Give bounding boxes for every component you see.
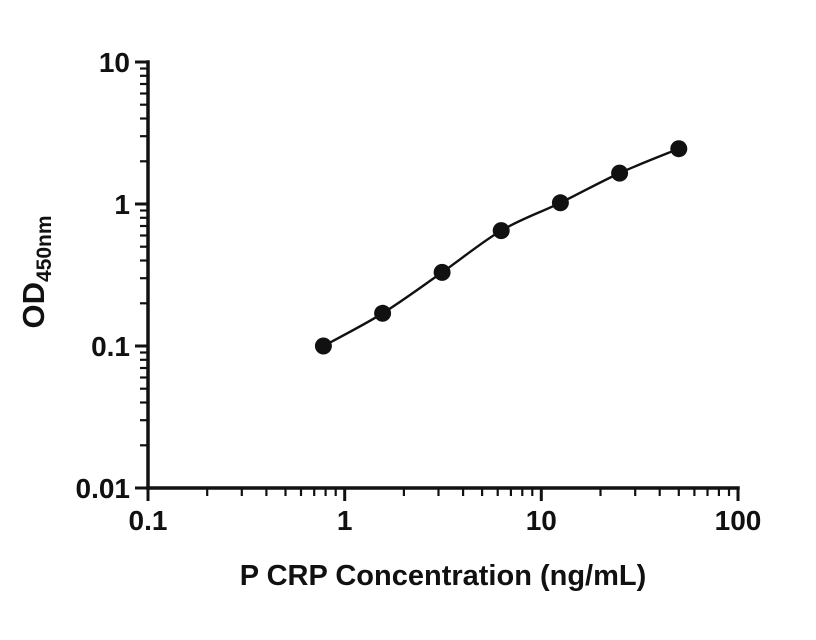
y-tick-label: 0.01 [76, 473, 131, 504]
x-tick-label: 100 [715, 505, 762, 536]
x-tick-label: 0.1 [129, 505, 168, 536]
y-axis-title-main: OD [16, 282, 51, 329]
x-tick-label: 1 [337, 505, 353, 536]
y-tick-label: 0.1 [91, 331, 130, 362]
x-tick-label: 10 [526, 505, 557, 536]
data-point-marker [374, 304, 392, 322]
y-tick-label: 1 [114, 189, 130, 220]
y-tick-label: 10 [99, 47, 130, 78]
x-axis-title: P CRP Concentration (ng/mL) [239, 560, 647, 592]
data-point-marker [611, 164, 629, 182]
y-axis-title: OD450nm [16, 162, 60, 382]
data-point-marker [433, 263, 451, 281]
data-point-marker [492, 222, 510, 240]
y-axis-title-subscript: 450nm [33, 215, 57, 283]
data-point-marker [670, 140, 688, 158]
data-point-marker [314, 337, 332, 355]
data-point-marker [551, 194, 569, 212]
